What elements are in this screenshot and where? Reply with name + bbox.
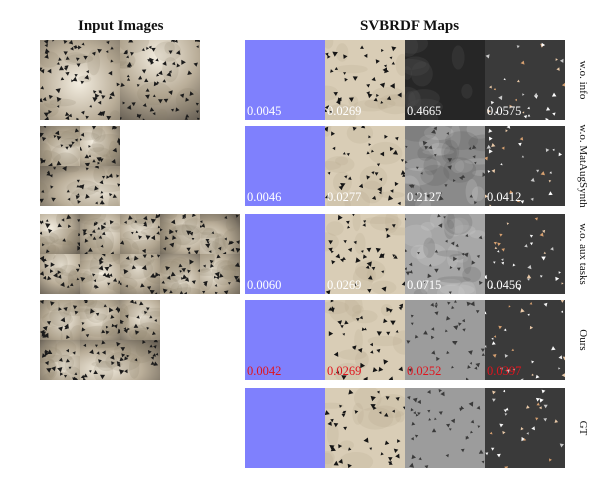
error-value-row3-normal: 0.0060 xyxy=(247,278,282,292)
input-image-row3-10 xyxy=(200,254,240,294)
input-image-row3-6 xyxy=(40,254,80,294)
input-image-row4-1 xyxy=(40,300,80,340)
input-image-row3-4 xyxy=(160,214,200,254)
diffuse-map-row2 xyxy=(325,126,405,206)
diffuse-map-row5 xyxy=(325,388,405,468)
input-image-row1-1 xyxy=(40,40,120,120)
error-value-row4-specular: 0.0397 xyxy=(487,364,522,378)
svbrdf-maps-heading: SVBRDF Maps xyxy=(360,18,460,34)
normal-map-row4 xyxy=(245,300,325,380)
specular-map-row2 xyxy=(485,126,565,206)
input-image-row3-7 xyxy=(80,254,120,294)
error-value-row4-normal: 0.0042 xyxy=(247,364,282,378)
normal-map-row1 xyxy=(245,40,325,120)
normal-map-row5 xyxy=(245,388,325,468)
error-value-row2-normal: 0.0046 xyxy=(247,190,282,204)
row-label-4: Ours xyxy=(577,329,589,351)
diffuse-map-row3 xyxy=(325,214,405,294)
input-image-row3-3 xyxy=(120,214,160,254)
row-label-1: w.o. info xyxy=(577,60,589,100)
row-label-2: w.o. MatAugSynth xyxy=(577,124,589,208)
specular-map-row1 xyxy=(485,40,565,120)
specular-map-row4 xyxy=(485,300,565,380)
error-value-row2-diffuse: 0.0277 xyxy=(327,190,362,204)
input-image-row3-9 xyxy=(160,254,200,294)
row-label-5: GT xyxy=(577,420,589,436)
roughness-map-row5 xyxy=(405,388,485,468)
row-label-3: w.o. aux tasks xyxy=(577,223,589,285)
error-value-row3-diffuse: 0.0269 xyxy=(327,278,362,292)
roughness-map-row3 xyxy=(405,214,485,294)
input-image-row2-3 xyxy=(40,166,120,206)
input-image-row4-4 xyxy=(40,340,80,380)
error-value-row4-diffuse: 0.0269 xyxy=(327,364,362,378)
input-image-row2-2 xyxy=(80,126,120,166)
error-value-row1-specular: 0.0575 xyxy=(487,104,522,118)
input-image-row3-1 xyxy=(40,214,80,254)
input-image-row3-8 xyxy=(120,254,160,294)
input-images-heading: Input Images xyxy=(78,18,164,34)
error-value-row4-roughness: 0.0252 xyxy=(407,364,442,378)
diffuse-map-row4 xyxy=(325,300,405,380)
roughness-map-row4 xyxy=(405,300,485,380)
error-value-row1-roughness: 0.4665 xyxy=(407,104,442,118)
specular-map-row5 xyxy=(485,388,565,468)
roughness-map-row2 xyxy=(405,126,485,206)
error-value-row3-roughness: 0.0715 xyxy=(407,278,442,292)
diffuse-map-row1 xyxy=(325,40,405,120)
error-value-row2-specular: 0.0412 xyxy=(487,190,522,204)
input-image-row3-2 xyxy=(80,214,120,254)
input-image-row4-3 xyxy=(120,300,160,340)
normal-map-row3 xyxy=(245,214,325,294)
error-value-row2-roughness: 0.2127 xyxy=(407,190,442,204)
error-value-row3-specular: 0.0456 xyxy=(487,278,522,292)
specular-map-row3 xyxy=(485,214,565,294)
input-image-row4-2 xyxy=(80,300,120,340)
normal-map-row2 xyxy=(245,126,325,206)
input-image-row4-5 xyxy=(80,340,160,380)
error-value-row1-diffuse: 0.0269 xyxy=(327,104,362,118)
error-value-row1-normal: 0.0045 xyxy=(247,104,282,118)
input-image-row1-2 xyxy=(120,40,200,120)
input-image-row2-1 xyxy=(40,126,80,166)
input-image-row3-5 xyxy=(200,214,240,254)
roughness-map-row1 xyxy=(405,40,485,120)
